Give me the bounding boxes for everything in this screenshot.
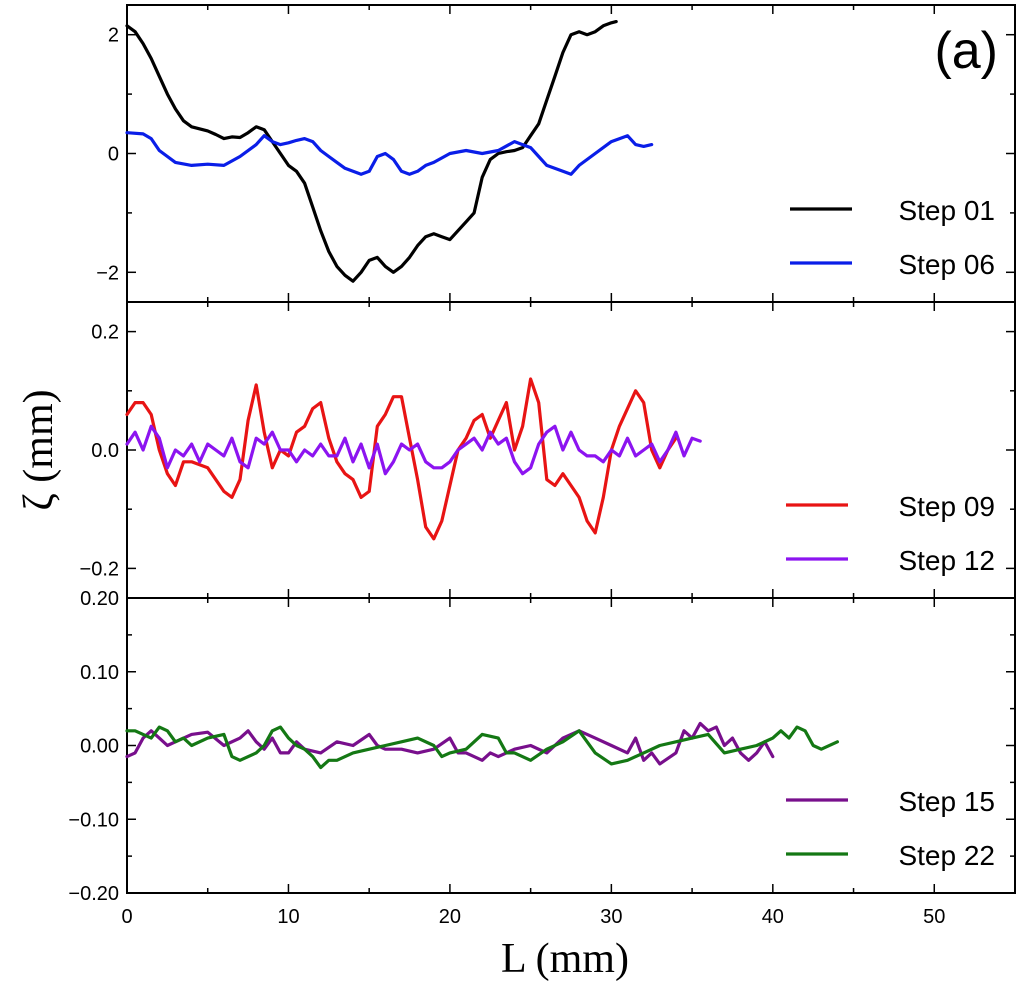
panel-bottom: −0.20 −0.10 0.00 0.10 0.20 Step 15 Step 22 [68, 588, 1016, 905]
y-tick-label: 0.0 [91, 440, 119, 462]
x-tick-label: 30 [600, 906, 622, 928]
y-tick-label: 2 [108, 25, 119, 47]
legend-label: Step 12 [898, 545, 995, 576]
legend-label: Step 06 [898, 249, 995, 280]
series-line-step-22 [125, 725, 839, 770]
x-tick-label: 10 [277, 906, 299, 928]
series-line-step-01 [125, 20, 618, 283]
y-tick-label: −0.2 [80, 558, 119, 580]
x-tick-label: 40 [762, 906, 784, 928]
panel-frame [126, 301, 1016, 599]
panel-tag: (a) [934, 22, 998, 80]
y-tick-label: 0.00 [80, 736, 119, 758]
y-tick-label: 0.2 [91, 322, 119, 344]
series-line-step-09 [125, 377, 678, 541]
panel-top: −2 0 2 Step 01 Step 06 [96, 4, 1016, 303]
legend-label: Step 09 [898, 491, 995, 522]
y-tick-label: −0.20 [68, 883, 119, 905]
legend-label: Step 15 [898, 786, 995, 817]
y-axis-title: ζ (mm) [16, 389, 62, 510]
legend-label: Step 22 [898, 840, 995, 871]
x-tick-label: 0 [121, 906, 132, 928]
y-tick-label: 0.10 [80, 662, 119, 684]
legend-label: Step 01 [898, 195, 995, 226]
series-line-step-15 [125, 721, 775, 766]
y-tick-label: −0.10 [68, 809, 119, 831]
y-tick-label: 0 [108, 144, 119, 166]
x-axis-title: L (mm) [501, 936, 629, 982]
y-tick-label: 0.20 [80, 588, 119, 610]
y-tick-label: −2 [96, 262, 119, 284]
panel-frame [126, 4, 1016, 303]
series-line-step-12 [125, 424, 702, 476]
x-tick-label: 20 [439, 906, 461, 928]
series-line-step-06 [125, 131, 654, 176]
x-tick-label: 50 [923, 906, 945, 928]
panel-middle: −0.2 0.0 0.2 Step 09 Step 12 [80, 301, 1016, 599]
